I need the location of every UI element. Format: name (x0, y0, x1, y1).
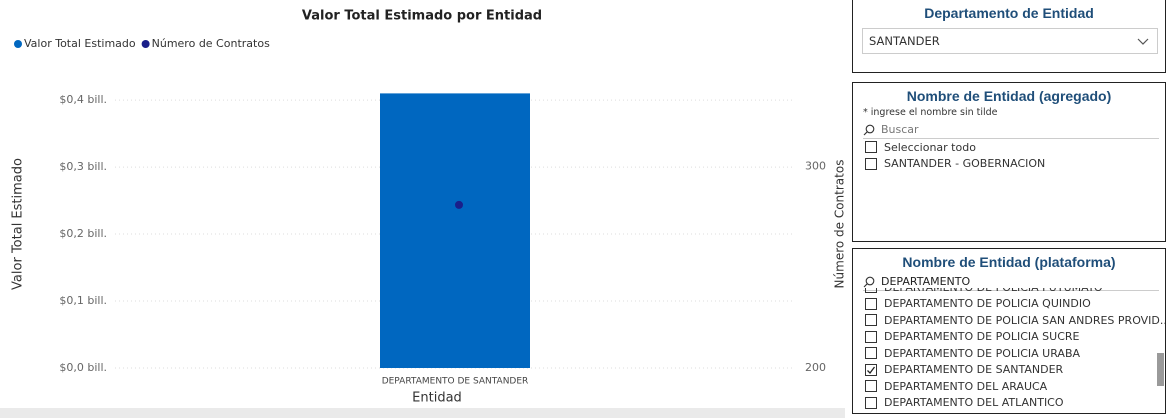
slicer-title: Nombre de Entidad (agregado) (906, 88, 1112, 104)
dropdown-value: SANTANDER (869, 34, 940, 48)
checkbox (865, 157, 877, 170)
legend-marker (14, 40, 22, 48)
item-list: DEPARTAMENTO DE POLICIA PUTUMAYO DEPARTAM… (853, 288, 1165, 413)
y2-axis-label: Número de Contratos (833, 160, 846, 289)
item-label: DEPARTAMENTO DE POLICIA URABA (884, 346, 1081, 360)
list-item[interactable]: DEPARTAMENTO DEL ARAUCA (865, 378, 1047, 394)
y-tick-label: $0,1 bill. (59, 294, 107, 307)
item-list: Seleccionar todo SANTANDER - GOBERNACION (853, 139, 1165, 241)
scrollbar[interactable] (1157, 353, 1164, 386)
list-item[interactable]: DEPARTAMENTO DE POLICIA PUTUMAYO (865, 288, 1103, 295)
list-item[interactable]: SANTANDER - GOBERNACION (865, 156, 1045, 172)
list-item[interactable]: DEPARTAMENTO DEL ATLANTICO (865, 395, 1064, 411)
icon (867, 366, 876, 374)
item-label: DEPARTAMENTO DE POLICIA QUINDIO (884, 297, 1091, 310)
slicer-panel: Departamento de Entidad SANTANDER Nombre d… (845, 0, 1170, 418)
checkbox (865, 363, 877, 376)
item-label: DEPARTAMENTO DEL ATLANTICO (884, 396, 1064, 409)
checkbox (865, 297, 877, 310)
checkbox (865, 380, 877, 392)
x-tick-label: DEPARTAMENTO DE SANTANDER (382, 377, 529, 387)
slicer-note: * ingrese el nombre sin tilde (863, 107, 998, 118)
y-axis-label: Valor Total Estimado (11, 158, 26, 290)
y-tick-label: $0,3 bill. (59, 160, 107, 173)
item-label: SANTANDER - GOBERNACION (884, 157, 1046, 170)
y-tick-label: $0,4 bill. (59, 93, 107, 106)
icon (1137, 38, 1149, 45)
slicer-title: Nombre de Entidad (plataforma) (902, 254, 1116, 270)
dot (455, 200, 463, 209)
x-axis-label: Entidad (412, 391, 462, 406)
icon (863, 124, 875, 135)
icon (863, 276, 875, 287)
search-box[interactable]: Buscar (863, 121, 1159, 139)
checkbox (865, 288, 877, 293)
item-label: DEPARTAMENTO DE POLICIA PUTUMAYO (884, 288, 1103, 294)
checkbox (865, 314, 877, 326)
checkbox (865, 330, 877, 343)
legend-label: Valor Total Estimado (24, 37, 136, 50)
slicer-title: Departamento de Entidad (924, 5, 1094, 21)
y-tick-label: $0,0 bill. (59, 361, 107, 374)
checkbox (865, 141, 877, 153)
item-label: Seleccionar todo (884, 140, 976, 154)
chart-title: Valor Total Estimado por Entidad (302, 9, 542, 24)
slicer: Nombre de Entidad (plataforma) DEPARTAMEN… (852, 248, 1166, 414)
y2-tick-label: 200 (805, 361, 826, 374)
slicer: Nombre de Entidad (agregado) * ingrese el… (852, 82, 1166, 242)
legend-marker (141, 40, 150, 48)
checkbox (865, 396, 877, 409)
bar (380, 93, 530, 368)
checkbox (865, 347, 877, 359)
search-text: DEPARTAMENTO (881, 275, 971, 288)
y2-tick-label: 300 (805, 160, 826, 173)
item-label: DEPARTAMENTO DE POLICIA SUCRE (884, 330, 1080, 343)
slicer: Departamento de Entidad SANTANDER (852, 0, 1166, 73)
search-text: Buscar (881, 123, 919, 136)
chart: Valor Total Estimado por Entidad Entidad… (0, 0, 845, 408)
item-label: DEPARTAMENTO DEL ARAUCA (884, 379, 1048, 393)
list-item[interactable]: DEPARTAMENTO DE POLICIA QUINDIO (865, 296, 1091, 312)
list-item[interactable]: DEPARTAMENTO DE SANTANDER (865, 362, 1063, 378)
list-item[interactable]: DEPARTAMENTO DE POLICIA SUCRE (865, 329, 1080, 345)
list-item[interactable]: DEPARTAMENTO DE POLICIA URABA (865, 345, 1080, 361)
list-item[interactable]: DEPARTAMENTO DE POLICIA SAN ANDRES PROVI… (865, 312, 1165, 328)
dropdown[interactable]: SANTANDER (862, 28, 1158, 54)
search-box[interactable]: DEPARTAMENTO (863, 273, 1159, 291)
item-label: DEPARTAMENTO DE POLICIA SAN ANDRES PROVI… (884, 313, 1165, 327)
legend-label: Número de Contratos (152, 37, 270, 50)
item-label: DEPARTAMENTO DE SANTANDER (884, 363, 1064, 376)
list-item[interactable]: Seleccionar todo (865, 139, 976, 155)
y-tick-label: $0,2 bill. (59, 227, 107, 240)
